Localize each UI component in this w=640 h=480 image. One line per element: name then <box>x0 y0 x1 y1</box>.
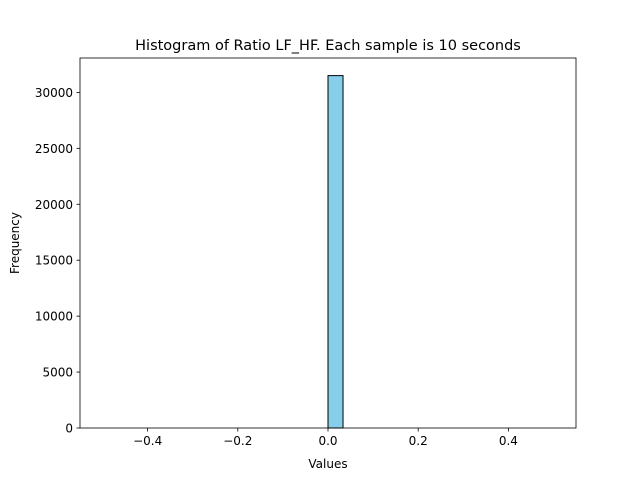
x-tick-label: 0.0 <box>318 434 337 448</box>
y-tick-label: 20000 <box>35 198 73 212</box>
y-tick-label: 5000 <box>42 366 73 380</box>
y-tick-label: 25000 <box>35 142 73 156</box>
histogram-bar <box>327 75 344 429</box>
x-tick-label: −0.4 <box>133 434 162 448</box>
chart-title: Histogram of Ratio LF_HF. Each sample is… <box>135 38 521 54</box>
y-axis-label: Frequency <box>8 212 22 274</box>
y-tick-label: 30000 <box>35 86 73 100</box>
x-tick-label: 0.2 <box>409 434 428 448</box>
y-tick-label: 15000 <box>35 254 73 268</box>
plot-frame <box>79 57 577 429</box>
x-tick-label: 0.4 <box>499 434 518 448</box>
x-tick-label: −0.2 <box>223 434 252 448</box>
y-tick-label: 10000 <box>35 310 73 324</box>
x-ticks-group: −0.4 −0.2 0.0 0.2 0.4 <box>133 428 518 448</box>
x-axis-label: Values <box>308 457 347 471</box>
y-ticks-group: 0 5000 10000 15000 20000 25000 30000 <box>35 86 80 436</box>
bars-group <box>327 75 344 429</box>
y-tick-label: 0 <box>65 422 73 436</box>
